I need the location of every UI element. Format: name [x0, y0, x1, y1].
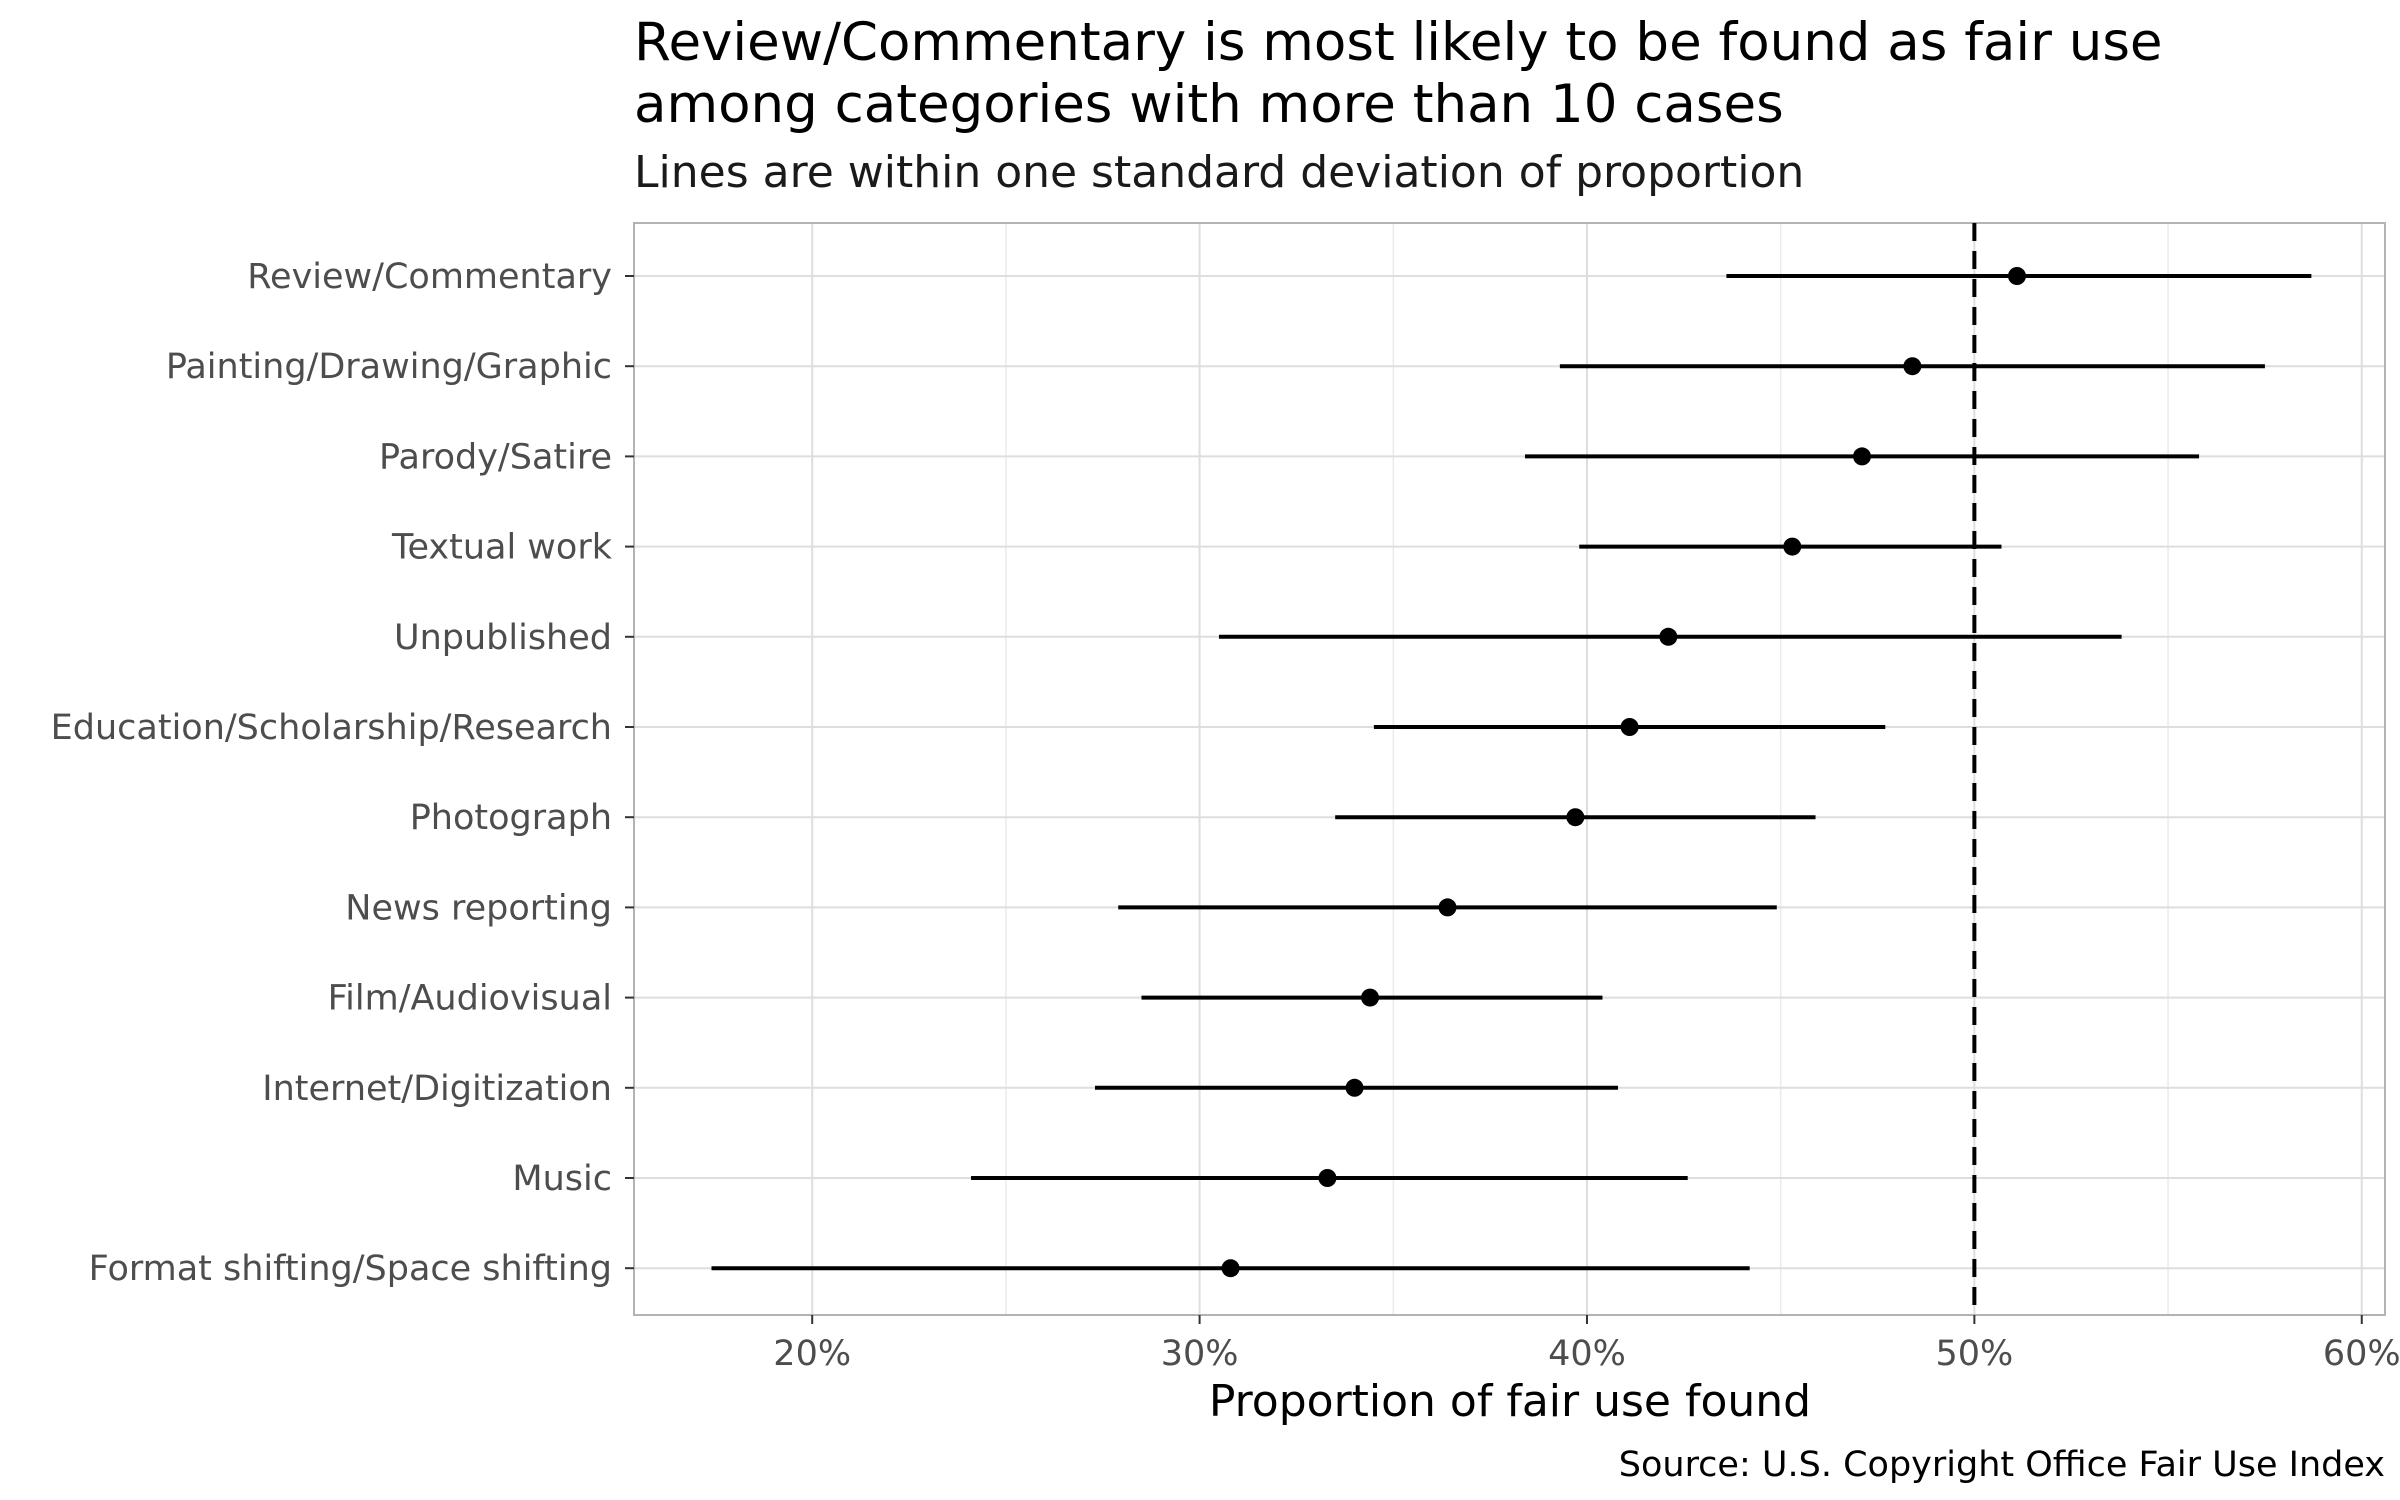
category-label: Film/Audiovisual	[328, 979, 612, 1019]
chart-subtitle: Lines are within one standard deviation …	[634, 147, 1804, 198]
category-label: Unpublished	[394, 618, 612, 658]
data-marks	[711, 267, 2312, 1278]
data-point	[1783, 537, 1802, 556]
data-point	[1903, 357, 1922, 376]
x-tick-label: 30%	[1161, 1334, 1239, 1374]
grid	[634, 223, 2385, 1315]
data-point	[1318, 1169, 1337, 1187]
data-point	[1620, 718, 1639, 736]
category-axis: Review/Commentary Painting/Drawing/Graphi…	[51, 257, 634, 1289]
category-label: Textual work	[391, 528, 613, 568]
data-point	[1659, 627, 1678, 646]
data-point	[1345, 1078, 1364, 1097]
x-axis: 20% 30% 40% 50% 60%	[773, 1315, 2400, 1374]
x-tick-label: 50%	[1935, 1334, 2013, 1374]
data-point	[1438, 898, 1457, 917]
data-point	[1853, 447, 1872, 466]
data-point	[1566, 808, 1585, 827]
data-point	[1361, 988, 1380, 1007]
chart-title-line-2: among categories with more than 10 cases	[634, 74, 1784, 135]
category-label: Music	[512, 1159, 612, 1199]
category-label: Painting/Drawing/Graphic	[166, 347, 612, 387]
category-label: Internet/Digitization	[262, 1069, 612, 1109]
category-label: News reporting	[345, 888, 612, 928]
category-label: Format shifting/Space shifting	[89, 1249, 612, 1289]
category-label: Photograph	[410, 798, 612, 838]
x-tick-label: 60%	[2323, 1334, 2400, 1374]
category-label: Review/Commentary	[247, 257, 612, 297]
panel-border	[633, 222, 2386, 1316]
x-tick-label: 40%	[1548, 1334, 1626, 1374]
data-point	[2007, 267, 2026, 285]
chart-caption: Source: U.S. Copyright Office Fair Use I…	[1619, 1445, 2385, 1485]
category-label: Parody/Satire	[379, 437, 612, 477]
chart-title-line-1: Review/Commentary is most likely to be f…	[634, 12, 2163, 73]
x-tick-label: 20%	[773, 1334, 851, 1374]
x-axis-title: Proportion of fair use found	[1209, 1376, 1811, 1427]
category-label: Education/Scholarship/Research	[51, 708, 612, 748]
data-point	[1221, 1259, 1240, 1278]
